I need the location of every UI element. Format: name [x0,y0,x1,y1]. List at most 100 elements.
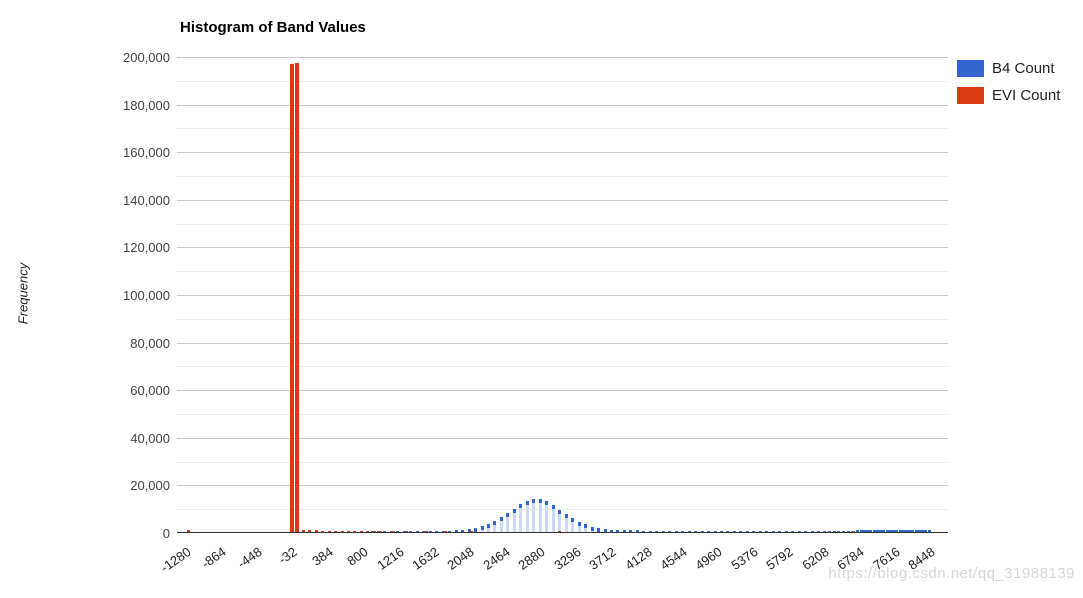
b4-bar[interactable] [714,531,717,532]
b4-bar[interactable] [681,531,684,532]
b4-bar[interactable] [915,530,918,532]
b4-bar[interactable] [662,531,665,532]
b4-bar[interactable] [377,531,380,532]
b4-bar[interactable] [899,530,902,532]
b4-bar[interactable] [526,501,529,532]
b4-bar[interactable] [545,501,548,532]
b4-bar[interactable] [610,530,613,532]
evi-bar[interactable] [373,531,376,532]
b4-bar[interactable] [455,530,458,532]
b4-bar[interactable] [604,529,607,532]
b4-bar[interactable] [889,530,892,532]
b4-bar[interactable] [759,531,762,532]
b4-bar[interactable] [707,531,710,532]
b4-bar[interactable] [371,531,374,532]
b4-bar[interactable] [817,531,820,532]
b4-bar[interactable] [701,531,704,532]
b4-bar[interactable] [422,531,425,532]
b4-bar[interactable] [902,530,905,532]
b4-bar[interactable] [921,530,924,532]
evi-bar[interactable] [366,531,369,532]
b4-bar[interactable] [772,531,775,532]
b4-bar[interactable] [752,531,755,532]
b4-bar[interactable] [765,531,768,532]
b4-bar[interactable] [655,531,658,532]
b4-bar[interactable] [390,531,393,532]
b4-bar[interactable] [856,530,859,532]
b4-bar[interactable] [448,531,451,532]
b4-bar[interactable] [918,530,921,532]
b4-bar[interactable] [584,524,587,532]
b4-bar[interactable] [866,530,869,532]
evi-bar[interactable] [558,531,561,532]
b4-bar[interactable] [924,530,927,532]
b4-bar[interactable] [823,531,826,532]
b4-bar[interactable] [539,499,542,532]
b4-bar[interactable] [532,499,535,532]
evi-bar[interactable] [379,531,382,532]
b4-bar[interactable] [905,530,908,532]
b4-bar[interactable] [746,531,749,532]
b4-bar[interactable] [804,531,807,532]
b4-bar[interactable] [833,531,836,532]
b4-bar[interactable] [616,530,619,532]
evi-bar[interactable] [360,531,363,532]
b4-bar[interactable] [513,509,516,532]
b4-bar[interactable] [876,530,879,532]
evi-bar[interactable] [302,530,305,532]
b4-bar[interactable] [481,526,484,532]
b4-bar[interactable] [558,510,561,532]
evi-bar[interactable] [392,531,395,532]
b4-bar[interactable] [860,530,863,532]
b4-bar[interactable] [636,530,639,532]
evi-bar[interactable] [470,531,473,532]
b4-bar[interactable] [892,530,895,532]
b4-bar[interactable] [785,531,788,532]
b4-bar[interactable] [791,531,794,532]
b4-bar[interactable] [837,531,840,532]
b4-bar[interactable] [493,521,496,532]
b4-bar[interactable] [649,531,652,532]
evi-bar[interactable] [444,531,447,532]
b4-bar[interactable] [882,530,885,532]
evi-bar[interactable] [290,64,294,532]
b4-bar[interactable] [863,530,866,532]
b4-bar[interactable] [552,505,555,532]
b4-bar[interactable] [571,518,574,532]
b4-bar[interactable] [675,531,678,532]
b4-bar[interactable] [468,529,471,532]
b4-bar[interactable] [519,504,522,532]
evi-bar[interactable] [852,531,855,532]
b4-bar[interactable] [474,528,477,532]
evi-bar[interactable] [295,63,299,532]
b4-bar[interactable] [847,531,850,532]
b4-bar[interactable] [928,530,931,532]
b4-bar[interactable] [629,530,632,532]
b4-bar[interactable] [908,530,911,532]
b4-bar[interactable] [873,530,876,532]
evi-bar[interactable] [347,531,350,532]
b4-bar[interactable] [798,531,801,532]
evi-bar[interactable] [187,530,190,532]
b4-bar[interactable] [642,531,645,532]
b4-bar[interactable] [739,531,742,532]
b4-bar[interactable] [487,524,490,532]
b4-bar[interactable] [565,514,568,532]
b4-bar[interactable] [383,531,386,532]
b4-bar[interactable] [442,531,445,532]
evi-bar[interactable] [315,530,318,532]
b4-bar[interactable] [409,531,412,532]
b4-bar[interactable] [720,531,723,532]
b4-bar[interactable] [842,531,845,532]
b4-bar[interactable] [895,530,898,532]
evi-bar[interactable] [308,530,311,532]
b4-bar[interactable] [500,517,503,532]
b4-bar[interactable] [578,522,581,532]
b4-bar[interactable] [911,530,914,532]
b4-bar[interactable] [811,531,814,532]
evi-bar[interactable] [321,531,324,532]
evi-bar[interactable] [328,531,331,532]
b4-bar[interactable] [623,530,626,532]
b4-bar[interactable] [778,531,781,532]
evi-bar[interactable] [334,531,337,532]
